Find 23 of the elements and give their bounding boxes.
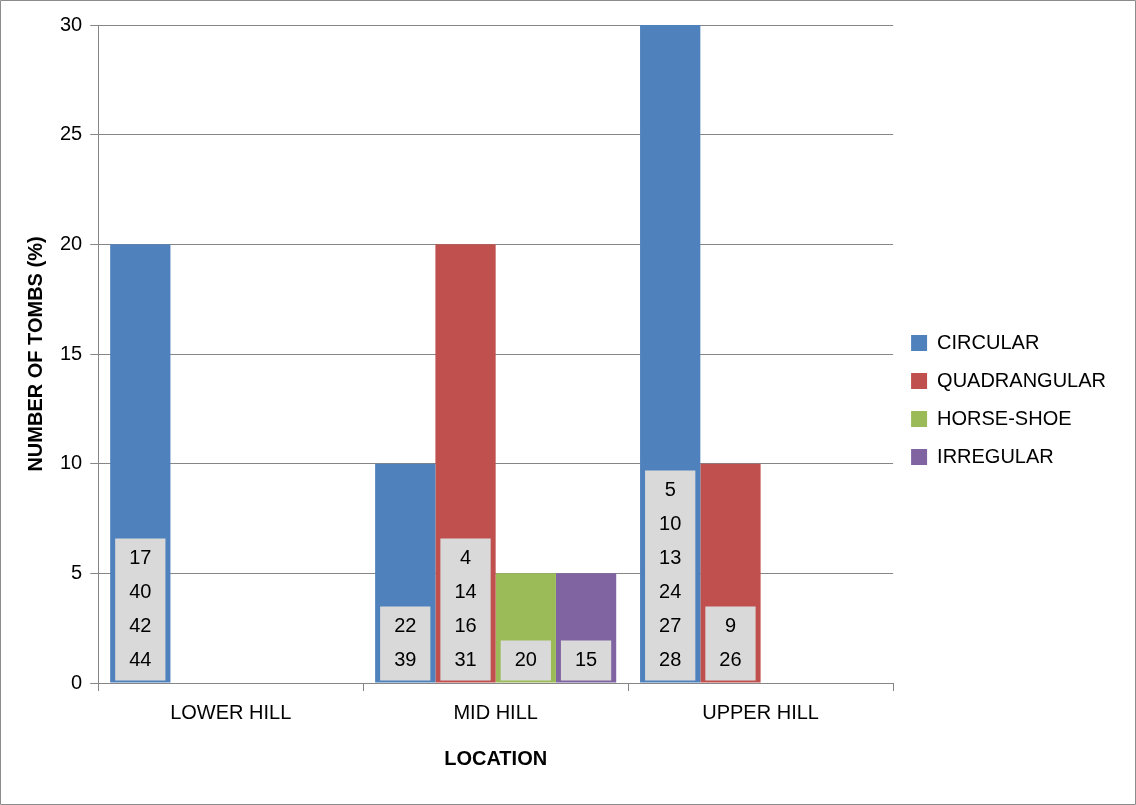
legend-label: HORSE-SHOE: [937, 406, 1072, 429]
annotation: 17 40 42 44: [129, 546, 152, 671]
annotation: 5 10 13 24 27 28: [659, 478, 682, 671]
annotation: 9 26: [719, 614, 742, 671]
y-tick-label: 30: [60, 12, 83, 35]
x-axis-title: LOCATION: [444, 746, 548, 769]
annotation: 15: [574, 648, 598, 671]
legend-label: CIRCULAR: [937, 330, 1040, 353]
y-axis-title: NUMBER OF TOMBS (%): [23, 236, 46, 472]
annotation: 4 14 16 31: [454, 546, 477, 671]
x-tick-label: LOWER HILL: [170, 700, 292, 723]
y-tick-label: 20: [60, 231, 83, 254]
annotation: 22 39: [394, 614, 417, 671]
x-tick-label: UPPER HILL: [702, 700, 819, 723]
annotation: 20: [514, 648, 537, 671]
y-tick-label: 25: [60, 122, 83, 145]
legend-label: IRREGULAR: [937, 444, 1054, 467]
x-tick-label: MID HILL: [453, 700, 538, 723]
y-tick-label: 10: [60, 451, 83, 474]
y-tick-label: 15: [60, 341, 83, 364]
y-tick-label: 5: [71, 560, 83, 583]
legend-label: QUADRANGULAR: [937, 368, 1107, 391]
y-tick-label: 0: [71, 670, 83, 693]
